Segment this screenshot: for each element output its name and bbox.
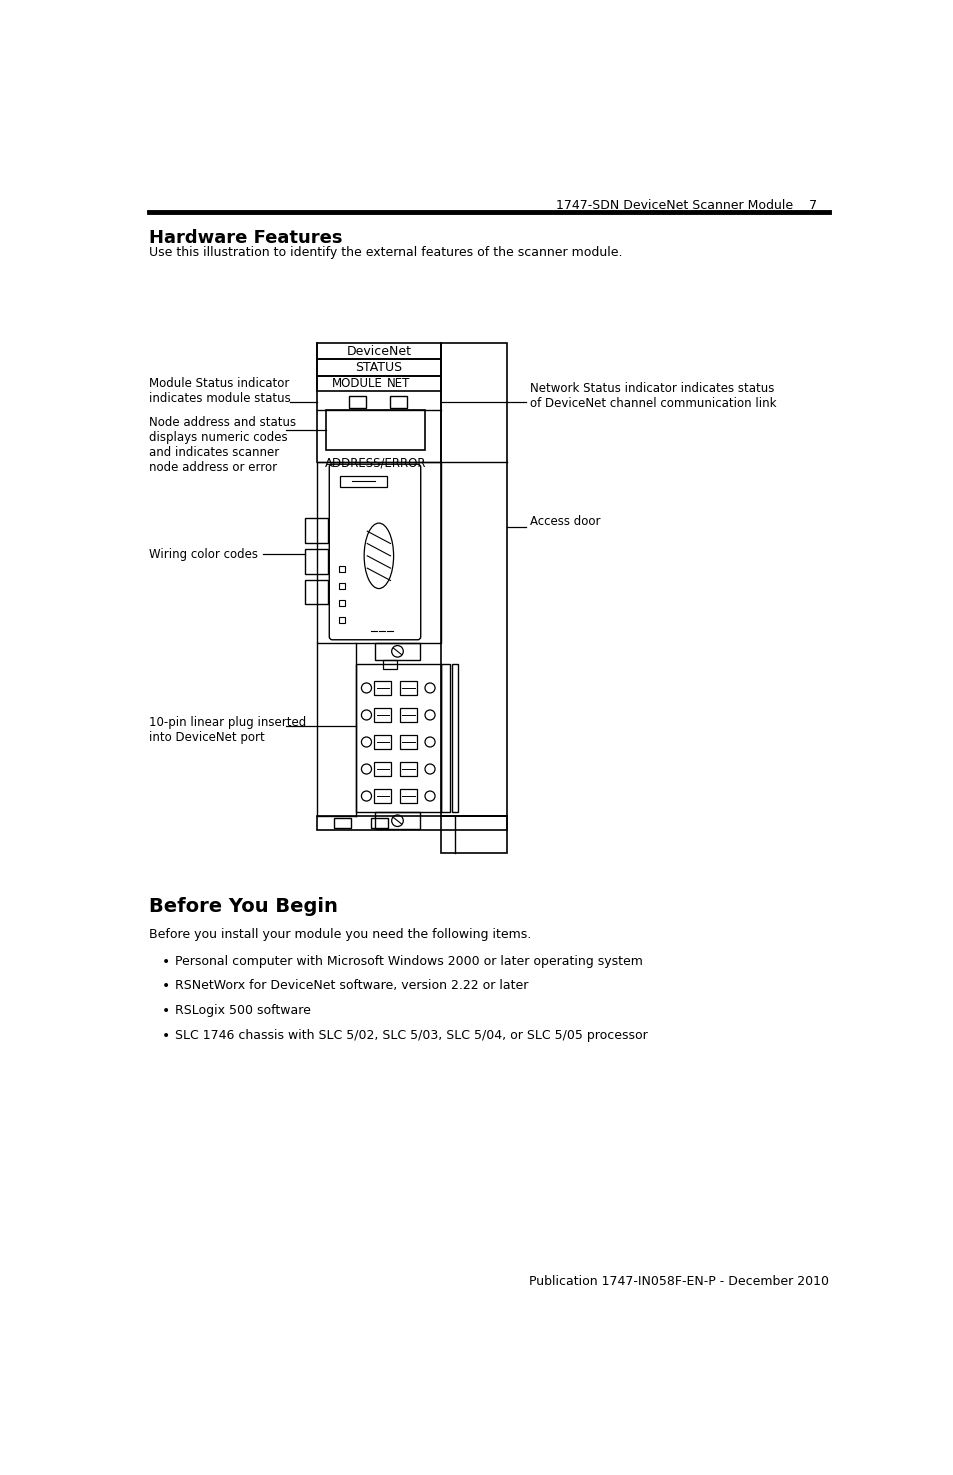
Bar <box>316 376 440 391</box>
Bar <box>374 681 391 695</box>
Text: Use this illustration to identify the external features of the scanner module.: Use this illustration to identify the ex… <box>149 246 621 260</box>
Bar <box>374 708 391 721</box>
Bar <box>334 817 351 829</box>
Text: Node address and status
displays numeric codes
and indicates scanner
node addres: Node address and status displays numeric… <box>149 416 295 473</box>
Text: 10-pin linear plug inserted
into DeviceNet port: 10-pin linear plug inserted into DeviceN… <box>149 715 306 743</box>
Text: SLC 1746 chassis with SLC 5/02, SLC 5/03, SLC 5/04, or SLC 5/05 processor: SLC 1746 chassis with SLC 5/02, SLC 5/03… <box>174 1028 647 1041</box>
Text: Network Status indicator indicates status
of DeviceNet channel communication lin: Network Status indicator indicates statu… <box>530 382 776 410</box>
Text: Wiring color codes: Wiring color codes <box>149 547 257 560</box>
Text: DeviceNet: DeviceNet <box>346 345 411 357</box>
Bar <box>382 659 396 670</box>
Bar <box>355 664 440 813</box>
Bar <box>399 681 416 695</box>
Bar <box>305 518 328 543</box>
Bar <box>338 600 344 606</box>
Bar <box>338 583 344 589</box>
Text: •: • <box>162 954 170 969</box>
Text: Before You Begin: Before You Begin <box>149 897 337 916</box>
Bar <box>340 476 386 487</box>
Bar <box>374 763 391 776</box>
Text: NET: NET <box>387 376 410 389</box>
Bar <box>440 342 506 816</box>
Text: Hardware Features: Hardware Features <box>149 229 342 246</box>
Text: •: • <box>162 979 170 993</box>
Bar <box>326 410 425 450</box>
Bar <box>316 816 506 830</box>
Text: RSLogix 500 software: RSLogix 500 software <box>174 1004 311 1016</box>
Bar <box>455 816 506 853</box>
Bar <box>452 664 457 813</box>
Text: Personal computer with Microsoft Windows 2000 or later operating system: Personal computer with Microsoft Windows… <box>174 954 642 968</box>
Text: •: • <box>162 1028 170 1043</box>
Bar <box>399 789 416 802</box>
Bar <box>440 816 506 853</box>
Bar <box>316 462 440 643</box>
Bar <box>399 763 416 776</box>
Bar <box>440 664 450 813</box>
Bar <box>305 549 328 574</box>
Bar <box>390 395 407 409</box>
Bar <box>349 395 366 409</box>
Bar <box>399 708 416 721</box>
Bar <box>338 566 344 572</box>
Text: Access door: Access door <box>530 515 599 528</box>
Bar <box>375 643 419 659</box>
Text: •: • <box>162 1004 170 1018</box>
Text: RSNetWorx for DeviceNet software, version 2.22 or later: RSNetWorx for DeviceNet software, versio… <box>174 979 528 993</box>
Bar <box>371 817 388 829</box>
Bar <box>374 735 391 749</box>
Text: ADDRESS/ERROR: ADDRESS/ERROR <box>325 456 426 469</box>
Bar <box>338 617 344 622</box>
Bar <box>399 735 416 749</box>
Text: Module Status indicator
indicates module status: Module Status indicator indicates module… <box>149 378 290 406</box>
Text: Publication 1747-IN058F-EN-P - December 2010: Publication 1747-IN058F-EN-P - December … <box>529 1274 828 1288</box>
Bar <box>375 813 419 829</box>
Bar <box>316 360 440 376</box>
Text: MODULE: MODULE <box>332 376 383 389</box>
Text: Before you install your module you need the following items.: Before you install your module you need … <box>149 928 531 941</box>
Bar <box>374 789 391 802</box>
Text: 1747-SDN DeviceNet Scanner Module    7: 1747-SDN DeviceNet Scanner Module 7 <box>555 199 816 211</box>
Bar <box>305 580 328 605</box>
Bar <box>316 342 440 360</box>
Text: STATUS: STATUS <box>355 361 402 375</box>
